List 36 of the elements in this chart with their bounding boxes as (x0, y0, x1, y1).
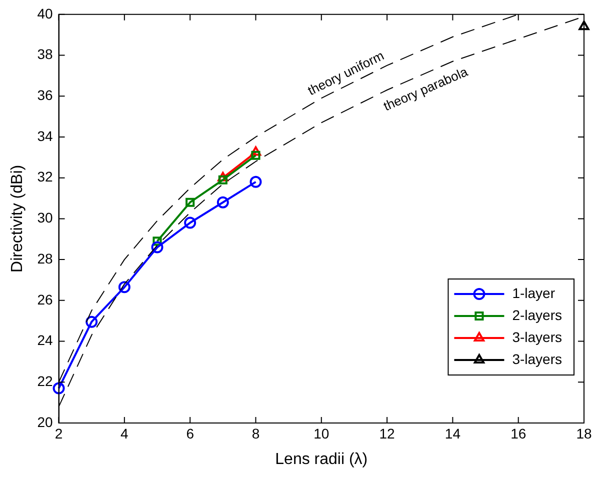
y-tick-label: 28 (37, 250, 53, 266)
legend-label: 3-layers (512, 328, 562, 345)
x-tick-label: 8 (252, 425, 260, 442)
y-tick-label: 34 (37, 128, 53, 144)
x-tick-label: 18 (576, 425, 592, 442)
point (86, 316, 98, 328)
x-tick-label: 10 (314, 425, 330, 442)
point (118, 281, 130, 294)
x-tick-label: 4 (120, 425, 129, 442)
legend-label: 3-layers (512, 350, 562, 367)
y-tick-label: 32 (37, 168, 53, 185)
y-tick-label: 36 (37, 86, 53, 103)
y-tick-label: 20 (37, 414, 53, 430)
point (578, 20, 590, 30)
legend-label: 2-layers (512, 306, 562, 323)
y-tick-label: 22 (37, 373, 53, 389)
point (186, 198, 195, 207)
point (152, 236, 162, 246)
x-tick-label: 12 (379, 425, 396, 442)
point (250, 176, 262, 188)
point (184, 216, 196, 229)
x-tick-label: 14 (444, 425, 461, 442)
y-tick-label: 24 (37, 332, 53, 348)
x-tick-label: 16 (510, 425, 526, 442)
y-tick-label: 30 (37, 210, 53, 226)
y-tick-label: 26 (37, 291, 53, 308)
x-tick-label: 2 (54, 425, 63, 442)
y-tick-label: 38 (37, 46, 53, 62)
y-axis-title: Directivity (dBi) (9, 164, 26, 272)
y-tick-label: 40 (37, 5, 53, 22)
point (216, 196, 229, 208)
x-tick-label: 6 (186, 425, 194, 442)
x-axis-title: Lens radii (λ) (275, 450, 368, 468)
point (151, 241, 164, 254)
legend-label: 1-layer (512, 284, 556, 301)
point (52, 382, 65, 394)
